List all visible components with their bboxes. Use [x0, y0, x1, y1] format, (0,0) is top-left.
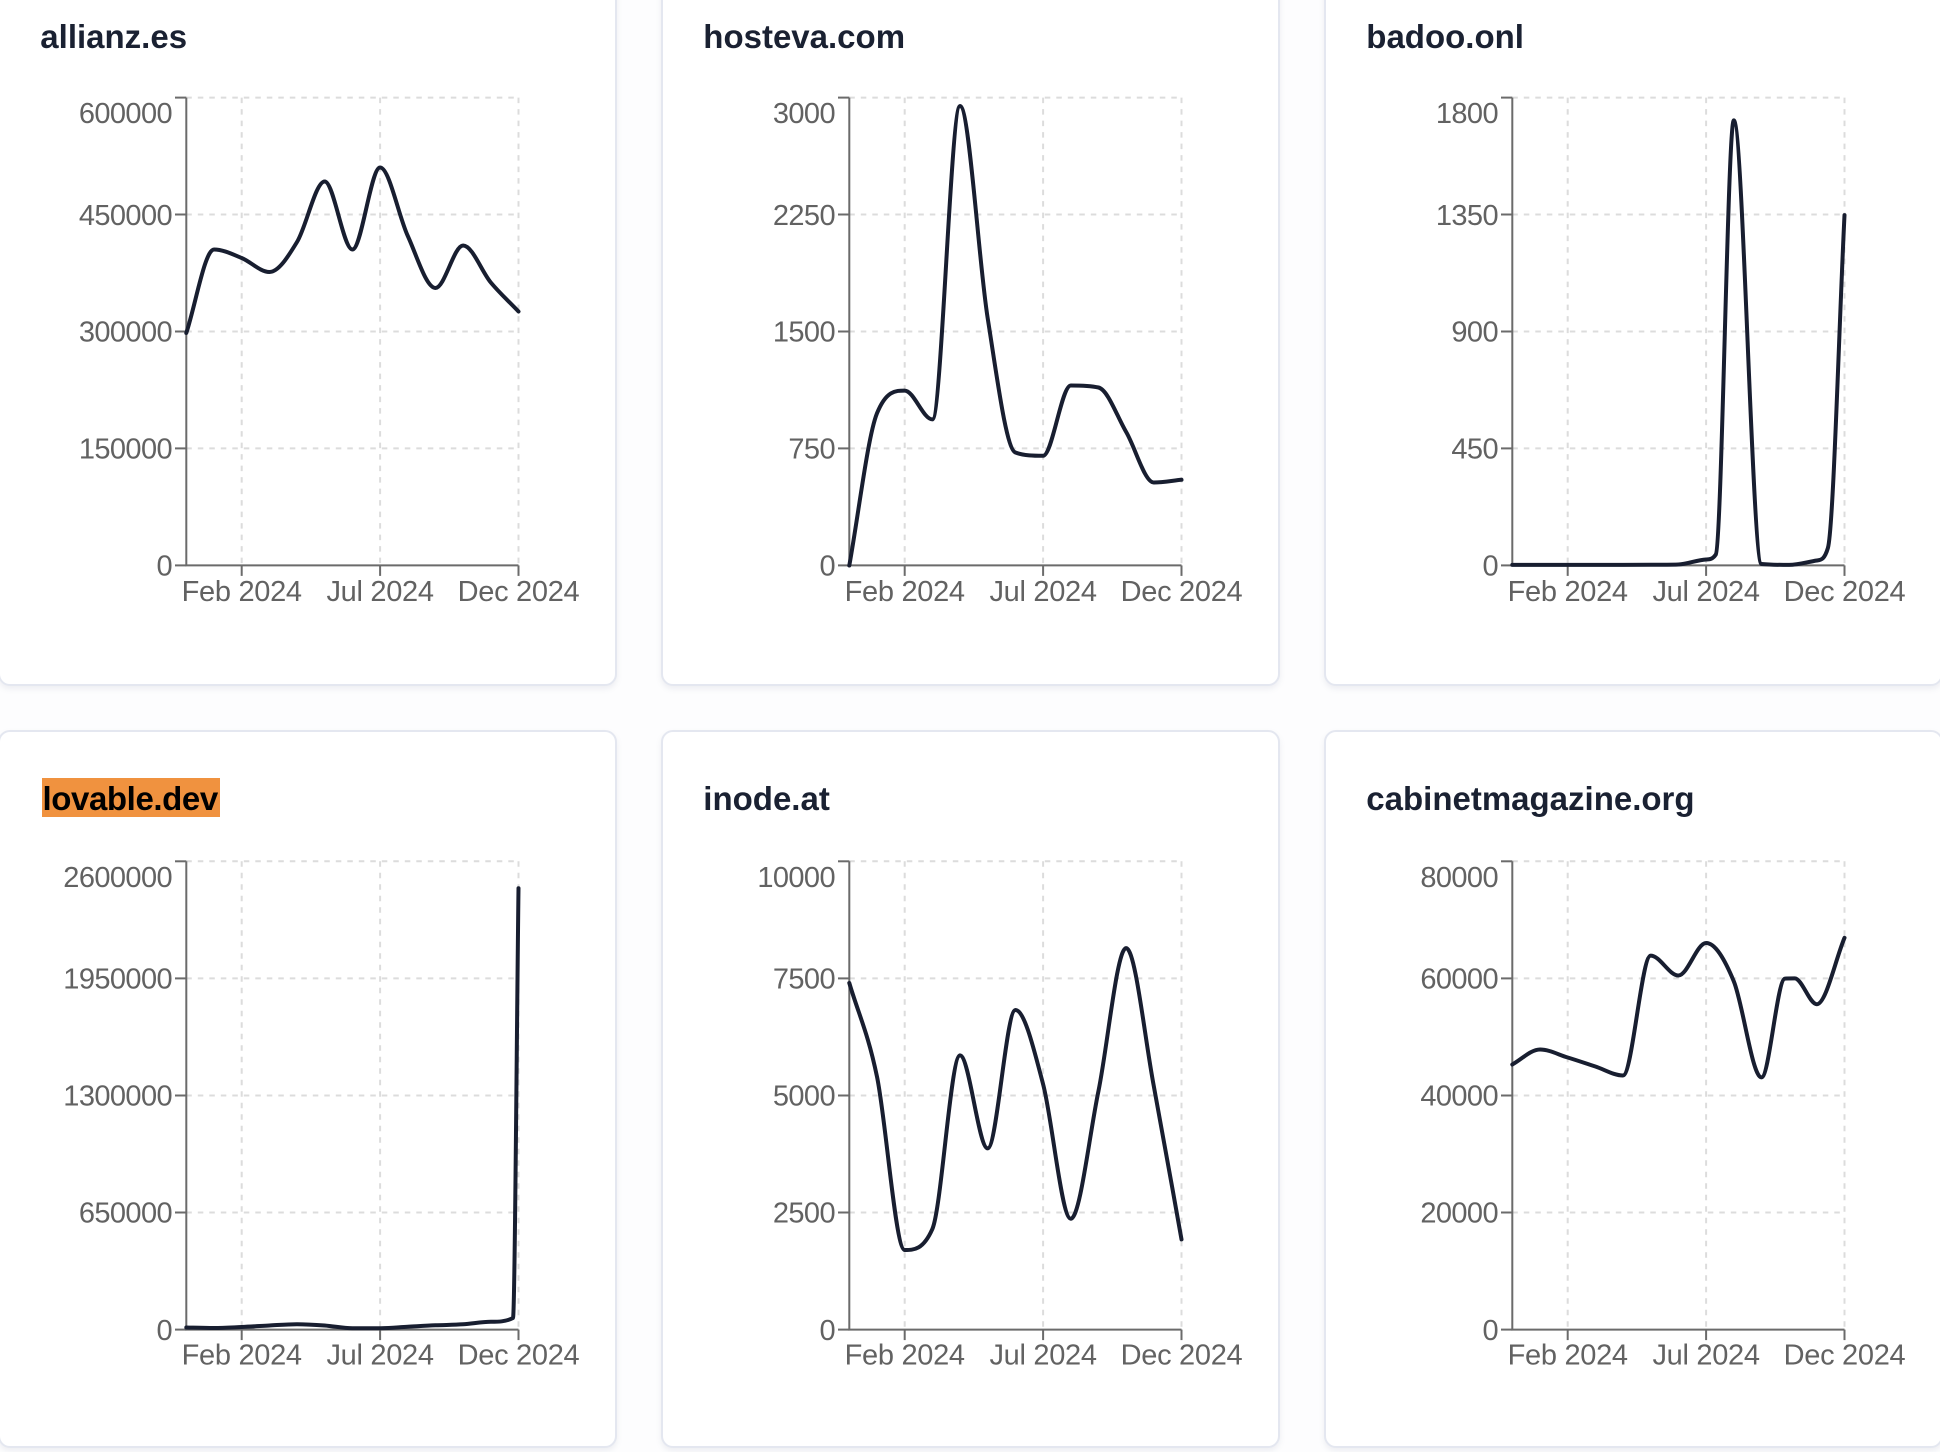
svg-text:Jul 2024: Jul 2024	[1652, 1339, 1759, 1371]
svg-text:2250: 2250	[773, 200, 835, 232]
svg-text:Dec 2024: Dec 2024	[1121, 576, 1243, 608]
svg-text:1500: 1500	[773, 317, 835, 349]
svg-text:300000: 300000	[79, 317, 172, 349]
svg-text:Dec 2024: Dec 2024	[458, 1339, 580, 1371]
svg-text:0: 0	[819, 551, 835, 583]
svg-text:Jul 2024: Jul 2024	[989, 1339, 1096, 1371]
svg-text:0: 0	[819, 1315, 835, 1347]
svg-text:0: 0	[1482, 551, 1498, 583]
svg-text:2500: 2500	[773, 1198, 835, 1230]
svg-text:Feb 2024: Feb 2024	[182, 1339, 302, 1371]
svg-text:2600000: 2600000	[63, 862, 172, 894]
svg-text:1800: 1800	[1436, 98, 1498, 130]
svg-text:20000: 20000	[1420, 1198, 1498, 1230]
svg-text:1300000: 1300000	[63, 1081, 172, 1113]
svg-text:600000: 600000	[79, 98, 172, 130]
svg-text:450: 450	[1451, 434, 1498, 466]
svg-text:10000: 10000	[757, 862, 835, 894]
svg-text:900: 900	[1451, 317, 1498, 349]
svg-text:0: 0	[156, 551, 172, 583]
svg-text:Feb 2024: Feb 2024	[845, 1339, 965, 1371]
svg-text:1950000: 1950000	[63, 964, 172, 996]
svg-text:Feb 2024: Feb 2024	[845, 576, 965, 608]
svg-text:Dec 2024: Dec 2024	[458, 576, 580, 608]
svg-text:Dec 2024: Dec 2024	[1784, 576, 1906, 608]
svg-text:750: 750	[788, 434, 835, 466]
svg-text:Dec 2024: Dec 2024	[1121, 1339, 1243, 1371]
svg-text:1350: 1350	[1436, 200, 1498, 232]
svg-text:Jul 2024: Jul 2024	[326, 576, 433, 608]
svg-text:40000: 40000	[1420, 1081, 1498, 1113]
svg-text:Feb 2024: Feb 2024	[1508, 576, 1628, 608]
svg-text:0: 0	[1482, 1315, 1498, 1347]
svg-text:Jul 2024: Jul 2024	[989, 576, 1096, 608]
svg-text:Feb 2024: Feb 2024	[182, 576, 302, 608]
svg-text:7500: 7500	[773, 964, 835, 996]
svg-text:Jul 2024: Jul 2024	[326, 1339, 433, 1371]
svg-text:650000: 650000	[79, 1198, 172, 1230]
svg-text:Dec 2024: Dec 2024	[1784, 1339, 1906, 1371]
svg-text:Feb 2024: Feb 2024	[1508, 1339, 1628, 1371]
svg-text:60000: 60000	[1420, 964, 1498, 996]
svg-text:3000: 3000	[773, 98, 835, 130]
svg-text:0: 0	[156, 1315, 172, 1347]
svg-text:5000: 5000	[773, 1081, 835, 1113]
svg-text:450000: 450000	[79, 200, 172, 232]
svg-text:80000: 80000	[1420, 862, 1498, 894]
svg-text:150000: 150000	[79, 434, 172, 466]
svg-text:Jul 2024: Jul 2024	[1652, 576, 1759, 608]
